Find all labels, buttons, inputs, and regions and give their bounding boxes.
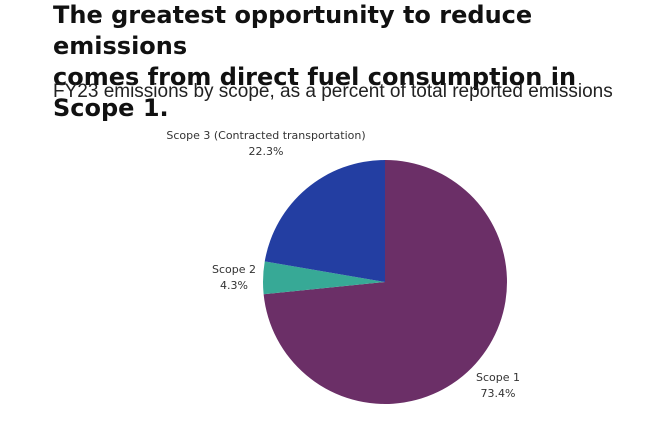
pie-slice-scope-1 xyxy=(263,160,507,404)
slice-label-scope-1-name: Scope 1 xyxy=(476,371,520,384)
slice-label-scope-2-value: 4.3% xyxy=(220,279,248,292)
pie-slice-scope-3 xyxy=(264,160,385,282)
slice-label-scope-3-name: Scope 3 (Contracted transportation) xyxy=(166,129,365,142)
chart-subtitle: FY23 emissions by scope, as a percent of… xyxy=(53,81,613,102)
chart-title: The greatest opportunity to reduce emiss… xyxy=(53,1,577,122)
pie-slice-scope-2 xyxy=(263,261,385,295)
slice-label-scope-2-name: Scope 2 xyxy=(212,263,256,276)
pie-slices xyxy=(263,160,507,404)
slice-label-scope-1-value: 73.4% xyxy=(481,387,516,400)
slice-label-scope-3-value: 22.3% xyxy=(249,145,284,158)
